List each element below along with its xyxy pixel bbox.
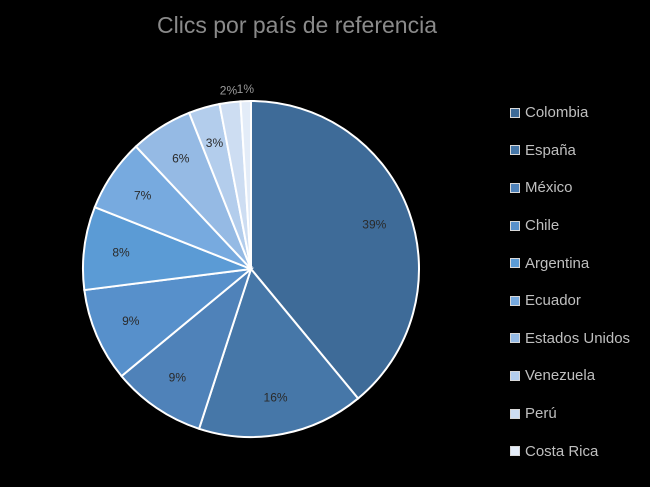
data-label-argentina: 8% (112, 246, 130, 260)
legend-label: Argentina (525, 254, 590, 272)
legend-swatch (510, 446, 520, 457)
legend-label: Perú (525, 405, 557, 423)
legend-item-españa: España (510, 132, 630, 170)
legend-swatch (510, 295, 520, 306)
data-label-perú: 2% (220, 83, 238, 97)
legend-item-argentina: Argentina (510, 244, 630, 282)
legend-item-ecuador: Ecuador (510, 282, 630, 320)
legend-item-méxico: México (510, 169, 630, 207)
legend-label: Costa Rica (525, 442, 599, 460)
data-label-venezuela: 3% (206, 136, 224, 150)
legend-label: Estados Unidos (525, 329, 631, 347)
legend-swatch (510, 258, 520, 269)
pie-slice-méxico (120, 266, 254, 431)
legend-swatch (510, 408, 520, 419)
legend-item-costa-rica: Costa Rica (510, 432, 630, 470)
data-label-ecuador: 7% (134, 188, 152, 202)
chart-title: Clics por país de referencia (157, 12, 437, 38)
data-label-chile: 9% (122, 314, 140, 328)
legend-item-estados-unidos: Estados Unidos (510, 320, 630, 358)
legend-label: Venezuela (525, 367, 596, 385)
data-label-estados-unidos: 6% (172, 151, 190, 165)
pie-slice-chile (83, 267, 255, 378)
data-label-españa: 16% (264, 391, 288, 405)
pie-slice-colombia (250, 99, 420, 400)
legend-label: Ecuador (525, 292, 581, 310)
data-label-colombia: 39% (362, 218, 386, 232)
legend-item-chile: Chile (510, 207, 630, 245)
legend-label: Chile (525, 217, 560, 235)
legend: Colombia España México Chile Argentina Ecuado… (510, 94, 630, 470)
pie-labels: 39% 16% 9% 9% 8% 7% 6% 3% 2% 1% (112, 82, 386, 405)
legend-item-venezuela: Venezuela (510, 357, 630, 395)
legend-label: Colombia (525, 104, 589, 122)
data-label-costa-rica: 1% (237, 82, 255, 96)
legend-swatch (510, 333, 520, 344)
legend-item-colombia: Colombia (510, 94, 630, 132)
legend-item-perú: Perú (510, 395, 630, 433)
legend-swatch (510, 370, 520, 381)
legend-swatch (510, 145, 520, 156)
pie-slice-costa-rica (239, 99, 252, 270)
legend-label: México (525, 179, 573, 197)
legend-label: España (525, 141, 576, 159)
legend-swatch (510, 107, 520, 118)
data-label-méxico: 9% (169, 370, 187, 384)
pie-slices (82, 99, 420, 438)
pie-slice-españa (197, 266, 360, 438)
legend-swatch (510, 182, 520, 193)
legend-swatch (510, 220, 520, 231)
